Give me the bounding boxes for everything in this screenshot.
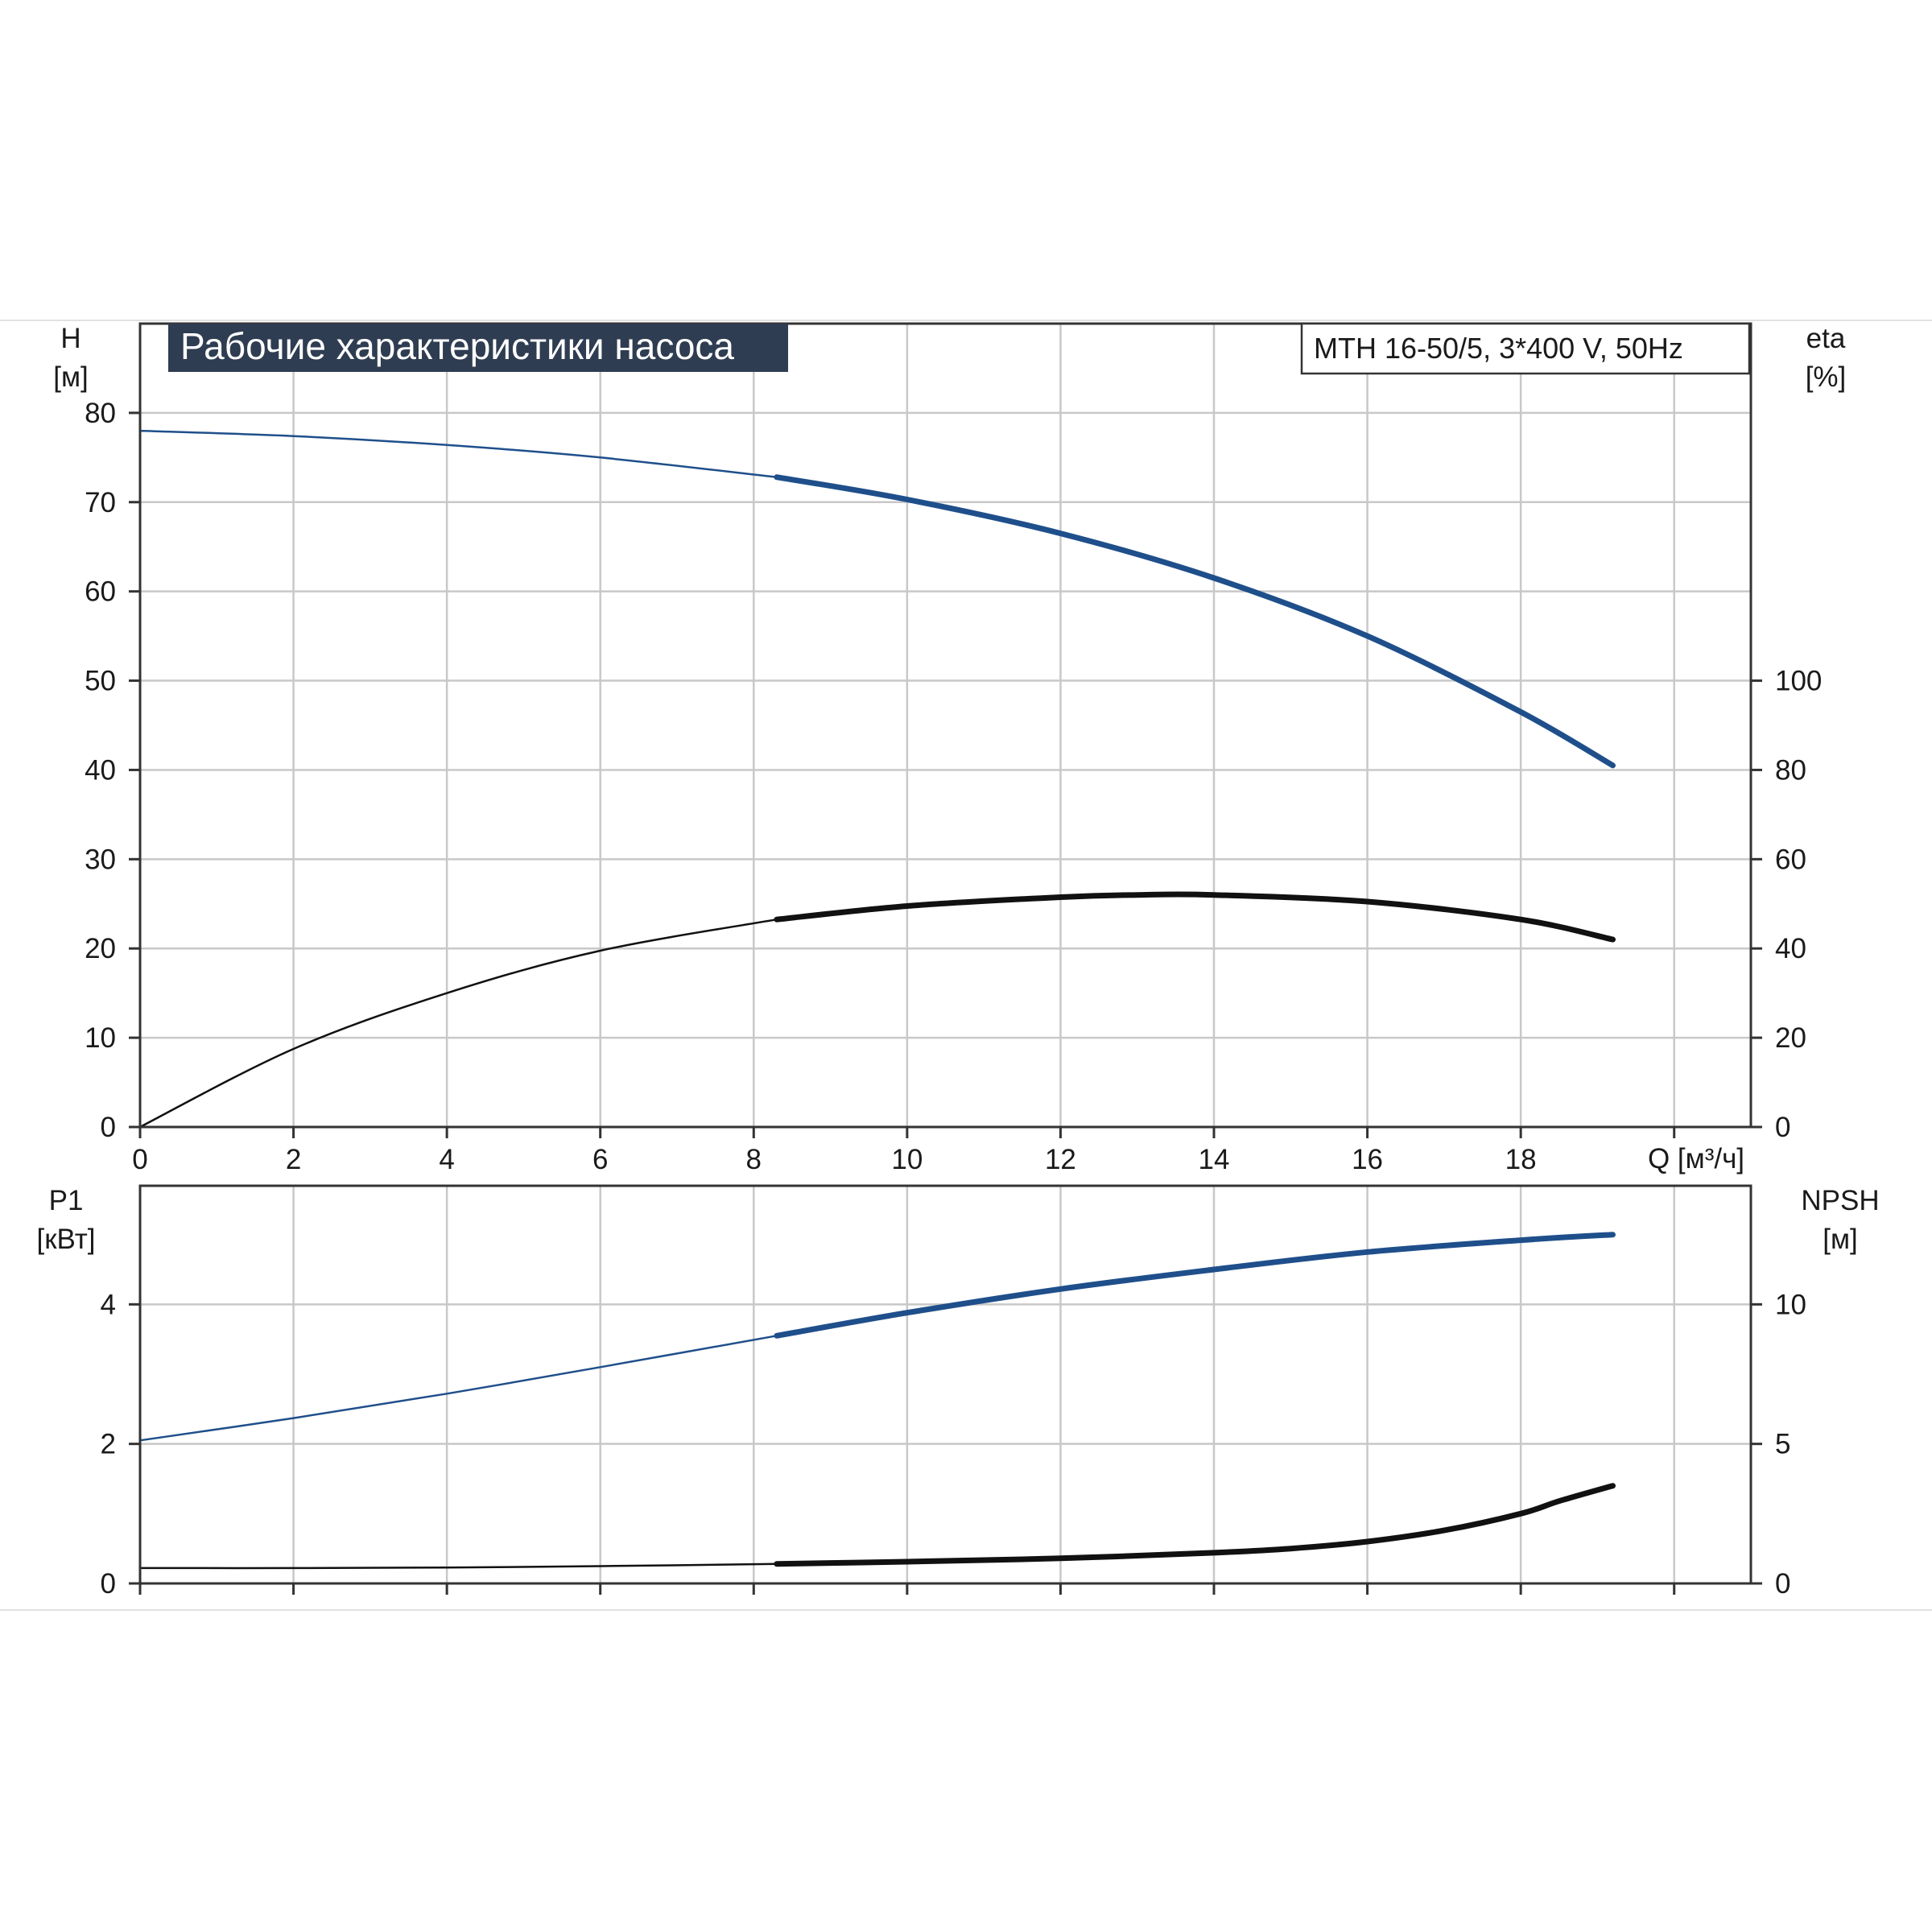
bottom-ticks: 0 2 4 0 5 10 — [101, 1289, 1806, 1600]
x-tick-label: 2 — [286, 1144, 301, 1175]
model-box — [1300, 322, 1751, 375]
left-tick-label: 4 — [101, 1289, 116, 1320]
top-grid — [140, 322, 1751, 1127]
left-tick-label: 60 — [85, 576, 116, 608]
x-tick-label: 6 — [592, 1144, 608, 1175]
left-tick-label: 20 — [85, 933, 116, 964]
npsh-curve-thin — [138, 1563, 778, 1570]
power-npsh-panel: 0 2 4 0 5 10 P1 [кВт] NPSH [м] — [37, 1184, 1880, 1600]
right-tick-label: 40 — [1775, 933, 1806, 964]
left-tick-label: 0 — [101, 1112, 116, 1143]
left-tick-label: 10 — [85, 1022, 116, 1054]
left-tick-label: 30 — [85, 844, 116, 875]
power-axis-label: P1 [кВт] — [37, 1185, 96, 1255]
right-tick-label: 0 — [1775, 1568, 1790, 1600]
head-curve-thin — [138, 429, 778, 478]
npsh-curve — [774, 1483, 1616, 1567]
efficiency-curve — [774, 891, 1616, 943]
power-curve — [774, 1232, 1616, 1339]
x-tick-label: 4 — [439, 1144, 454, 1175]
right-tick-label: 60 — [1775, 844, 1806, 875]
head-axis-label: H [м] — [53, 323, 89, 393]
x-tick-label: 8 — [746, 1144, 762, 1175]
chart-title: Рабочие характеристики насоса — [180, 325, 734, 367]
right-tick-label: 5 — [1775, 1429, 1790, 1460]
head-curve — [774, 474, 1616, 769]
right-tick-label: 20 — [1775, 1022, 1806, 1054]
eta-axis-label: eta [%] — [1806, 323, 1847, 393]
right-tick-label: 100 — [1775, 666, 1822, 697]
npsh-axis-label: NPSH [м] — [1801, 1185, 1879, 1255]
head-efficiency-panel: 0 10 20 30 40 50 60 70 80 0 20 40 60 80 100 0 2 4 6 8 10 12 14… — [53, 322, 1847, 1175]
bottom-grid — [140, 1186, 1751, 1583]
x-tick-label: 12 — [1045, 1144, 1076, 1175]
top-curves — [138, 429, 1616, 1129]
x-tick-label: 18 — [1505, 1144, 1537, 1175]
bottom-plot-frame — [138, 1184, 1752, 1585]
left-tick-label: 70 — [85, 487, 116, 518]
title-banner — [168, 324, 788, 372]
left-tick-label: 50 — [85, 666, 116, 697]
power-curve-thin — [138, 1335, 778, 1442]
right-tick-label: 80 — [1775, 754, 1806, 786]
model-label: MTH 16-50/5, 3*400 V, 50Hz — [1314, 332, 1683, 365]
x-tick-label: 14 — [1199, 1144, 1230, 1175]
left-tick-label: 80 — [85, 398, 116, 429]
x-tick-label: 16 — [1352, 1144, 1383, 1175]
left-tick-label: 2 — [101, 1429, 116, 1460]
top-plot-frame — [138, 322, 1752, 1129]
efficiency-curve-thin — [138, 918, 778, 1129]
flow-axis-label: Q [м³/ч] — [1648, 1143, 1744, 1174]
top-ticks: 0 10 20 30 40 50 60 70 80 0 20 40 60 80 100 0 2 4 6 8 10 12 14… — [85, 398, 1822, 1175]
right-tick-label: 10 — [1775, 1289, 1806, 1320]
right-tick-label: 0 — [1775, 1112, 1790, 1143]
x-tick-label: 0 — [132, 1144, 147, 1175]
left-tick-label: 40 — [85, 754, 116, 786]
x-tick-label: 10 — [891, 1144, 923, 1175]
left-tick-label: 0 — [101, 1568, 116, 1600]
bottom-curves — [138, 1232, 1616, 1570]
